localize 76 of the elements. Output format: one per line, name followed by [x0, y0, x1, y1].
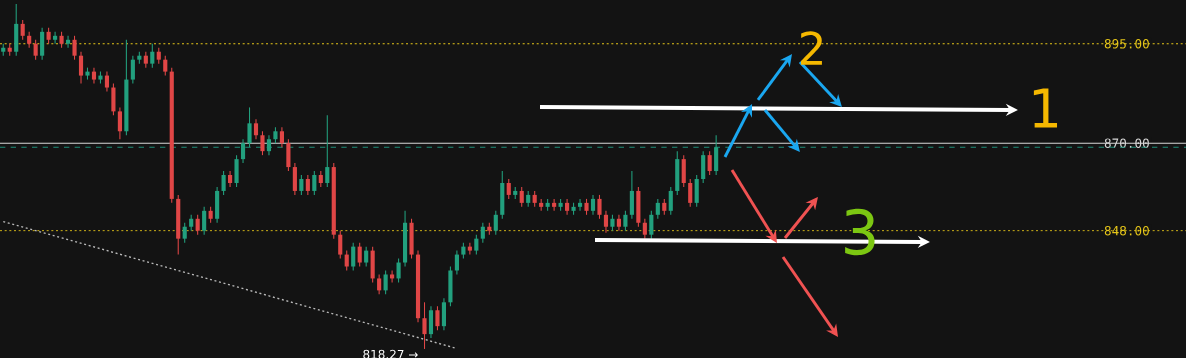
- candlestick: [78, 51, 84, 85]
- candlestick: [292, 162, 297, 196]
- y-tick-label: 848.00: [1104, 225, 1149, 236]
- candlestick: [111, 83, 116, 116]
- candlestick: [474, 234, 479, 256]
- candlestick: [577, 198, 583, 212]
- candlestick: [286, 138, 291, 172]
- candlestick: [519, 186, 524, 208]
- candlestick: [33, 39, 38, 61]
- candlestick: [623, 210, 628, 232]
- candlestick: [590, 194, 596, 216]
- candlestick: [182, 222, 187, 244]
- candlestick: [234, 154, 239, 188]
- candlestick: [228, 170, 233, 188]
- candlestick: [480, 222, 485, 244]
- candlestick: [506, 178, 511, 200]
- candlestick: [565, 198, 570, 216]
- candlestick: [104, 71, 110, 93]
- annotation: 818.27 →: [363, 349, 418, 358]
- candlestick: [616, 214, 621, 232]
- candlestick: [91, 67, 97, 85]
- candlestick: [312, 170, 317, 196]
- candlestick: [552, 198, 557, 212]
- candlestick: [377, 273, 382, 295]
- candlestick: [65, 35, 71, 49]
- candlestick: [117, 106, 122, 140]
- candlestick: [344, 250, 349, 272]
- candlestick: [130, 55, 135, 85]
- candlestick: [454, 250, 459, 276]
- candlestick: [467, 242, 472, 256]
- candlestick: [396, 258, 401, 283]
- candlestick: [383, 269, 388, 295]
- annotation: 1: [1033, 88, 1058, 128]
- candlestick: [422, 301, 427, 350]
- candlestick: [150, 43, 155, 69]
- candlestick: [688, 178, 693, 208]
- candlestick: [364, 246, 369, 268]
- candlestick: [279, 126, 284, 148]
- candlestick: [72, 35, 77, 61]
- candlestick: [428, 305, 434, 339]
- candlestick: [195, 214, 200, 236]
- candlestick: [668, 186, 673, 216]
- candlestick: [221, 170, 226, 196]
- candlestick: [435, 305, 440, 331]
- candlestick: [681, 154, 686, 188]
- candlestick: [493, 210, 498, 236]
- candlestick: [649, 210, 654, 240]
- candlestick: [597, 194, 602, 220]
- candlestick: [40, 27, 45, 61]
- candlestick: [707, 150, 712, 176]
- candlestick: [266, 134, 272, 156]
- candlestick: [714, 134, 719, 176]
- candlestick: [253, 118, 259, 140]
- candlestick: [629, 170, 634, 220]
- candlestick: [202, 206, 207, 236]
- candlestick: [701, 150, 706, 184]
- candlestick: [247, 106, 252, 148]
- candlestick: [305, 174, 310, 196]
- candlestick: [655, 198, 660, 220]
- candlestick: [163, 55, 168, 77]
- candlestick: [390, 269, 395, 283]
- candlestick: [260, 130, 265, 156]
- candlestick: [20, 19, 25, 41]
- annotation: 2: [800, 31, 822, 65]
- candlestick: [325, 114, 330, 188]
- candlestick: [351, 242, 356, 272]
- candlestick: [240, 138, 246, 164]
- candlestick: [642, 218, 647, 240]
- candlestick: [338, 230, 343, 260]
- y-tick-label: 895.00: [1104, 38, 1149, 49]
- candlestick: [299, 174, 304, 196]
- candlestick: [603, 210, 609, 234]
- candlestick: [53, 31, 58, 45]
- candlestick: [357, 242, 362, 268]
- candlestick: [441, 297, 447, 331]
- candlestick: [694, 174, 699, 208]
